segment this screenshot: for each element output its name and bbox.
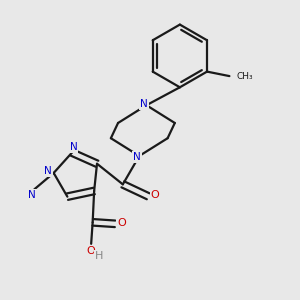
Text: N: N [28, 190, 36, 200]
Text: O: O [150, 190, 159, 200]
Text: O: O [86, 246, 95, 256]
Text: N: N [140, 99, 148, 109]
Text: N: N [70, 142, 77, 152]
Text: H: H [95, 251, 104, 261]
Text: N: N [44, 167, 52, 176]
Text: O: O [117, 218, 126, 228]
Text: N: N [133, 152, 141, 162]
Text: CH₃: CH₃ [237, 72, 253, 81]
